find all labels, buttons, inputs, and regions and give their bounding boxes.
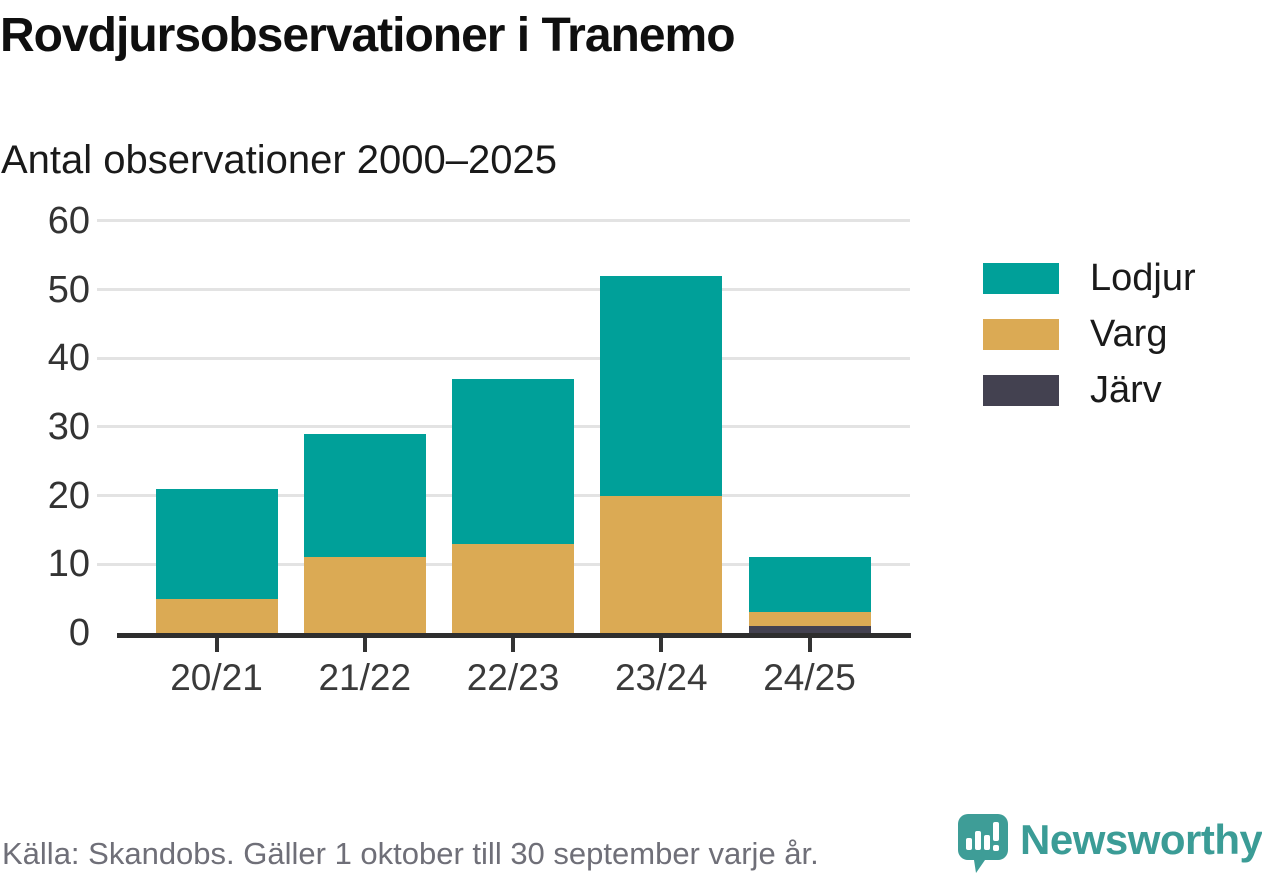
legend-label-järv: Järv bbox=[1090, 369, 1162, 411]
legend-label-varg: Varg bbox=[1090, 313, 1168, 355]
newsworthy-bubble-icon bbox=[958, 814, 1008, 873]
legend-label-lodjur: Lodjur bbox=[1090, 257, 1196, 299]
x-tick-21/22 bbox=[362, 638, 367, 652]
y-tick-label-10: 10 bbox=[47, 543, 90, 586]
bar-segment-varg-20/21 bbox=[155, 598, 278, 633]
brand-name: Newsworthy bbox=[1020, 816, 1262, 863]
x-tick-label-24/25: 24/25 bbox=[763, 657, 856, 698]
bar-segment-lodjur-23/24 bbox=[600, 275, 723, 496]
chart-title: Rovdjursobservationer i Tranemo bbox=[0, 9, 736, 62]
bar-segment-järv-24/25 bbox=[748, 626, 871, 633]
x-tick-24/25 bbox=[807, 638, 812, 652]
bar-segment-lodjur-21/22 bbox=[303, 433, 426, 558]
y-tick-label-20: 20 bbox=[47, 474, 90, 517]
y-tick-label-50: 50 bbox=[47, 268, 90, 311]
legend-swatch-järv bbox=[983, 375, 1059, 406]
y-tick-label-60: 60 bbox=[47, 199, 90, 242]
x-tick-label-21/22: 21/22 bbox=[318, 657, 412, 698]
source-note: Källa: Skandobs. Gäller 1 oktober till 3… bbox=[2, 836, 819, 871]
legend-item-varg: Varg bbox=[983, 313, 1196, 355]
x-tick-label-22/23: 22/23 bbox=[466, 657, 560, 698]
y-tick-label-30: 30 bbox=[47, 405, 90, 448]
brand-logo: Newsworthy bbox=[956, 814, 1262, 874]
gridline-60 bbox=[97, 219, 910, 223]
gridline-40 bbox=[97, 356, 910, 360]
legend-swatch-varg bbox=[983, 319, 1059, 350]
x-tick-23/24 bbox=[659, 638, 664, 652]
x-axis-line bbox=[117, 633, 911, 638]
y-tick-label-0: 0 bbox=[68, 612, 90, 654]
bar-segment-lodjur-20/21 bbox=[155, 488, 278, 599]
x-tick-label-20/21: 20/21 bbox=[170, 657, 263, 698]
y-tick-label-40: 40 bbox=[47, 337, 90, 380]
bar-segment-lodjur-24/25 bbox=[748, 557, 871, 613]
bar-segment-lodjur-22/23 bbox=[452, 378, 574, 544]
legend-swatch-lodjur bbox=[983, 263, 1059, 294]
x-tick-label-23/24: 23/24 bbox=[614, 657, 708, 698]
x-tick-22/23 bbox=[511, 638, 515, 652]
legend: Lodjur Varg Järv bbox=[983, 257, 1196, 431]
bar-segment-varg-24/25 bbox=[748, 612, 871, 627]
x-tick-20/21 bbox=[214, 638, 219, 652]
chart-subtitle: Antal observationer 2000–2025 bbox=[1, 138, 557, 182]
legend-item-järv: Järv bbox=[983, 369, 1196, 411]
gridline-50 bbox=[97, 288, 910, 291]
bar-segment-varg-21/22 bbox=[303, 557, 426, 633]
bar-segment-varg-23/24 bbox=[600, 495, 723, 633]
legend-item-lodjur: Lodjur bbox=[983, 257, 1196, 299]
bar-segment-varg-22/23 bbox=[452, 543, 574, 633]
